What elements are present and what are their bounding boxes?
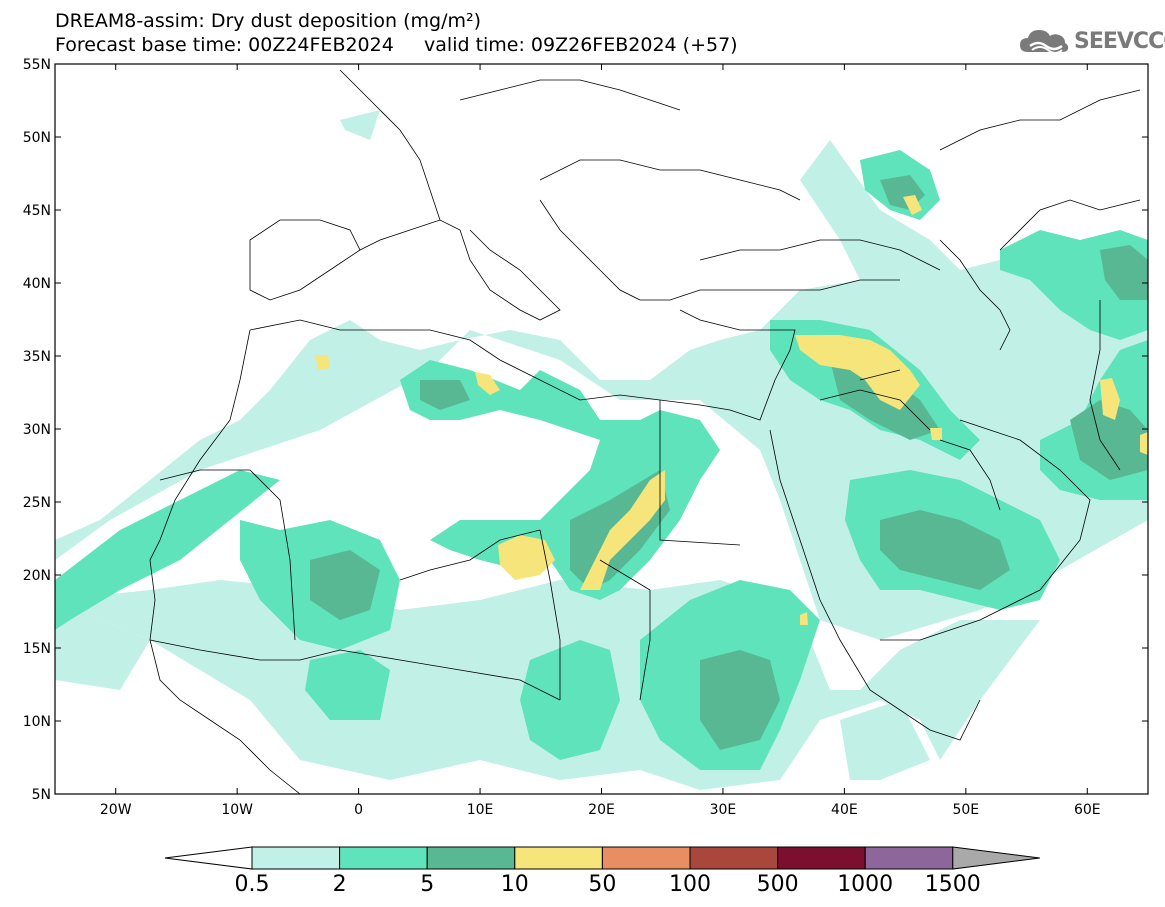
lon-tick-label: 10E	[467, 802, 494, 818]
colorbar-under-triangle	[164, 846, 253, 870]
colorbar-label: 5	[420, 872, 434, 897]
colorbar-label: 500	[757, 872, 799, 897]
colorbar-segment	[426, 846, 516, 870]
colorbar-segment	[251, 846, 341, 870]
colorbar-segment	[514, 846, 603, 870]
lat-tick-label: 30N	[23, 422, 51, 438]
axis-ticks: 20W 10W 0 10E 20E 30E 40E 50E 60E 55N 50N 45N 40N 35N…	[23, 57, 1148, 818]
colorbar: 0.5 2 5 10 50 100 500 1000 1500	[164, 846, 1040, 897]
seevccc-logo: SEEVCCC	[1018, 24, 1165, 58]
colorbar-segment	[864, 846, 954, 870]
colorbar-label: 1000	[837, 872, 893, 897]
colorbar-segment	[601, 846, 691, 870]
colorbar-label: 2	[333, 872, 347, 897]
colorbar-label: 100	[669, 872, 711, 897]
colorbar-segment	[339, 846, 428, 870]
lon-tick-label: 20E	[588, 802, 615, 818]
lon-tick-label: 50E	[952, 802, 979, 818]
lat-tick-label: 5N	[32, 787, 51, 803]
lon-tick-label: 30E	[710, 802, 737, 818]
lat-tick-label: 35N	[23, 349, 51, 365]
country-borders	[149, 69, 1141, 794]
colorbar-label: 50	[588, 872, 616, 897]
lat-tick-label: 10N	[23, 714, 51, 730]
colorbar-segment	[777, 846, 866, 870]
lat-tick-label: 40N	[23, 276, 51, 292]
lon-tick-label: 40E	[831, 802, 858, 818]
colorbar-segment	[689, 846, 779, 870]
lat-tick-label: 15N	[23, 641, 51, 657]
lon-tick-label: 10W	[221, 802, 253, 818]
forecast-time-subtitle: Forecast base time: 00Z24FEB2024 valid t…	[55, 34, 738, 56]
lat-tick-label: 45N	[23, 203, 51, 219]
lon-tick-label: 0	[354, 802, 363, 818]
colorbar-over-triangle	[952, 846, 1040, 870]
dust-deposition-field	[55, 110, 1148, 790]
field-level-10	[315, 195, 1148, 625]
colorbar-label: 0.5	[235, 872, 270, 897]
lat-tick-label: 50N	[23, 130, 51, 146]
colorbar-label: 10	[501, 872, 529, 897]
map-title: DREAM8-assim: Dry dust deposition (mg/m²…	[55, 10, 482, 32]
cloud-icon	[1020, 30, 1069, 54]
logo-text: SEEVCCC	[1074, 28, 1165, 54]
lat-tick-label: 20N	[23, 568, 51, 584]
colorbar-label: 1500	[925, 872, 981, 897]
lat-tick-label: 55N	[23, 57, 51, 73]
lon-tick-label: 60E	[1074, 802, 1101, 818]
lon-tick-label: 20W	[100, 802, 132, 818]
lat-tick-label: 25N	[23, 495, 51, 511]
